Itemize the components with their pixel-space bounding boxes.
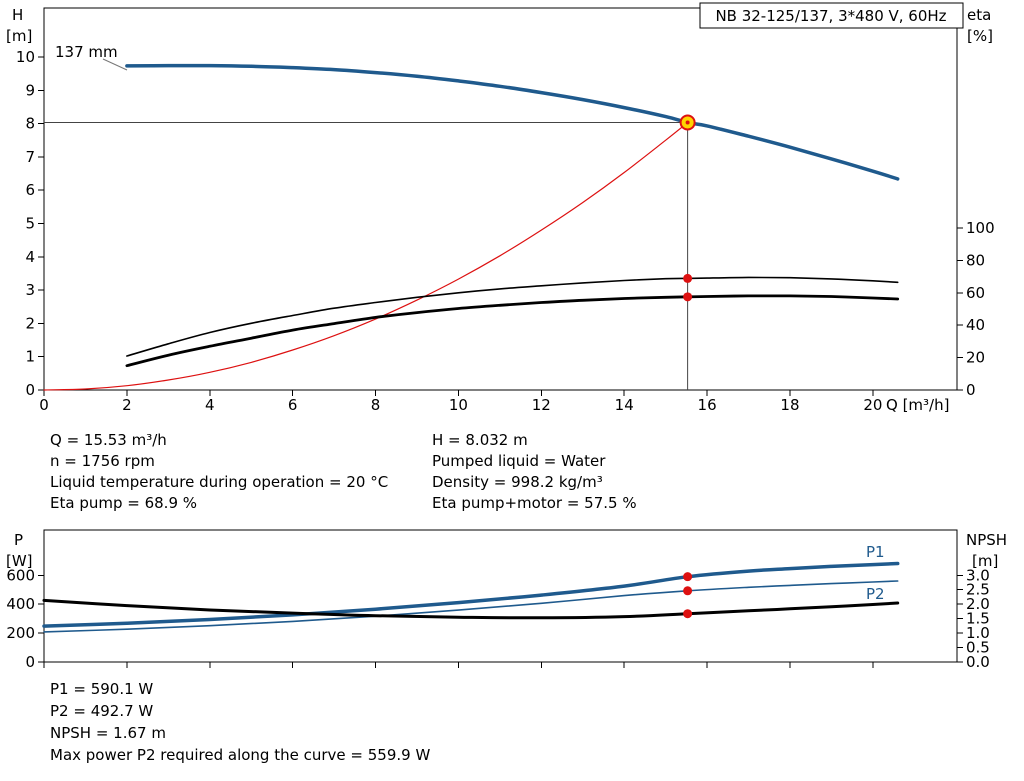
system-curve <box>43 122 689 391</box>
duty-value-dot <box>683 572 693 582</box>
y-left-tick-label: 5 <box>25 214 35 232</box>
h-axis-title: H <box>12 6 23 24</box>
duty-value-dot <box>683 609 693 619</box>
x-tick-label: 6 <box>288 396 298 414</box>
p2-series-label: P2 <box>866 585 885 603</box>
y-right-tick-label: 0 <box>966 381 976 399</box>
x-tick-label: 14 <box>615 396 634 414</box>
y-right-tick-label: 20 <box>966 349 985 367</box>
chart-frame <box>43 529 958 663</box>
y-right-tick-label: 100 <box>966 219 995 237</box>
x-tick-label: 2 <box>122 396 132 414</box>
y-right-tick-label: 3.0 <box>966 566 990 584</box>
info-line-pumped-liquid: Pumped liquid = Water <box>432 452 606 470</box>
pump-title-box <box>699 2 964 29</box>
info-line-liquid-temp: Liquid temperature during operation = 20… <box>50 473 389 491</box>
info-line-q: Q = 15.53 m³/h <box>50 431 167 449</box>
x-tick-label: 20 <box>863 396 882 414</box>
y-right-tick-label: 0.0 <box>966 653 990 671</box>
info-line-max-power: Max power P2 required along the curve = … <box>50 746 431 764</box>
eta-axis-unit: [%] <box>967 27 993 45</box>
p1-curve <box>42 561 900 628</box>
npsh-axis-title: NPSH <box>966 531 1007 549</box>
p1-series-label: P1 <box>866 543 885 561</box>
npsh-curve <box>42 598 900 620</box>
duty-info-right-column: H = 8.032 m Pumped liquid = Water Densit… <box>432 430 637 514</box>
y-left-tick-label: 7 <box>25 148 35 166</box>
y-left-tick-label: 3 <box>25 281 35 299</box>
y-left-tick-label: 6 <box>25 181 35 199</box>
info-line-p1: P1 = 590.1 W <box>50 680 154 698</box>
info-line-speed: n = 1756 rpm <box>50 452 155 470</box>
x-tick-label: 18 <box>780 396 799 414</box>
power-npsh-chart: 0 200 400 600 0.00.51.01.52.02.53.0 <box>6 529 990 671</box>
y-right-tick-label: 60 <box>966 284 985 302</box>
eta-pump-curve <box>126 276 899 357</box>
h-axis-unit: [m] <box>6 27 32 45</box>
chart-frame <box>43 7 958 391</box>
p-axis-title: P <box>14 531 23 549</box>
impeller-pointer-line <box>102 58 128 71</box>
x-tick-label: 4 <box>205 396 215 414</box>
y-left-tick-label: 0 <box>25 653 35 671</box>
x-tick-label: 0 <box>39 396 49 414</box>
y-right-tick-label: 1.5 <box>966 610 990 628</box>
duty-value-dot <box>683 586 693 596</box>
p2-curve <box>43 580 899 633</box>
info-line-density: Density = 998.2 kg/m³ <box>432 473 603 491</box>
y-right-tick-label: 40 <box>966 316 985 334</box>
y-left-tick-label: 9 <box>25 81 35 99</box>
qh-eta-chart: 0 2 4 6 8 10 12 14 16 18 2001234567891002040608010… <box>16 7 995 414</box>
y-left-tick-label: 200 <box>6 624 35 642</box>
y-left-tick-label: 2 <box>25 314 35 332</box>
y-left-tick-label: 4 <box>25 248 35 266</box>
eta-axis-title: eta <box>967 6 991 24</box>
x-tick-label: 12 <box>532 396 551 414</box>
y-left-tick-label: 8 <box>25 115 35 133</box>
duty-value-dot <box>683 273 693 283</box>
pump-title: NB 32-125/137, 3*480 V, 60Hz <box>715 7 946 25</box>
y-right-tick-label: 2.0 <box>966 595 990 613</box>
eta-pump-motor-curve <box>125 294 900 368</box>
y-right-tick-label: 2.5 <box>966 581 990 599</box>
p-axis-unit: [W] <box>6 552 33 570</box>
impeller-size-label: 137 mm <box>55 43 118 61</box>
y-right-tick-label: 1.0 <box>966 624 990 642</box>
npsh-axis-unit: [m] <box>972 552 998 570</box>
duty-point-center <box>685 120 690 125</box>
info-line-eta-pump-motor: Eta pump+motor = 57.5 % <box>432 494 637 512</box>
info-line-head: H = 8.032 m <box>432 431 528 449</box>
y-right-tick-label: 80 <box>966 251 985 269</box>
y-left-tick-label: 1 <box>25 348 35 366</box>
y-left-tick-label: 0 <box>25 381 35 399</box>
head-curve <box>125 63 900 181</box>
x-tick-label: 16 <box>698 396 717 414</box>
q-axis-title: Q [m³/h] <box>886 396 949 414</box>
info-line-eta-pump: Eta pump = 68.9 % <box>50 494 198 512</box>
info-line-npsh: NPSH = 1.67 m <box>50 724 166 742</box>
y-right-tick-label: 0.5 <box>966 639 990 657</box>
y-left-tick-label: 10 <box>16 48 35 66</box>
x-tick-label: 10 <box>449 396 468 414</box>
power-info-block: P1 = 590.1 W P2 = 492.7 W NPSH = 1.67 m … <box>50 678 430 766</box>
info-line-p2: P2 = 492.7 W <box>50 702 154 720</box>
x-tick-label: 8 <box>371 396 381 414</box>
y-left-tick-label: 600 <box>6 566 35 584</box>
y-left-tick-label: 400 <box>6 595 35 613</box>
duty-info-left-column: Q = 15.53 m³/h n = 1756 rpm Liquid tempe… <box>50 430 388 514</box>
duty-value-dot <box>683 292 693 302</box>
